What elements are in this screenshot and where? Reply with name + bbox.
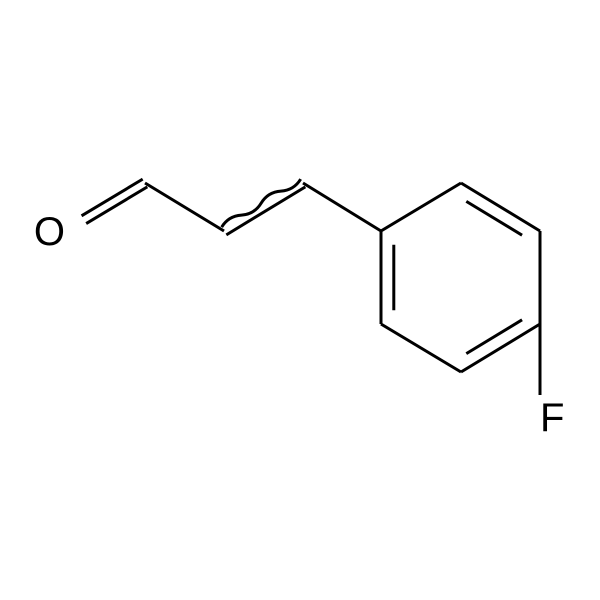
atom-label: F [540, 396, 564, 440]
bond [82, 179, 143, 216]
bond [303, 183, 381, 231]
atom-label: O [34, 210, 65, 254]
bond [381, 324, 461, 372]
bond [145, 183, 224, 231]
bond [466, 320, 522, 354]
bond [222, 179, 301, 227]
bond [86, 187, 147, 224]
bond [226, 187, 305, 235]
molecule-canvas: OF [0, 0, 600, 600]
bond [466, 201, 522, 235]
bond [381, 183, 461, 231]
